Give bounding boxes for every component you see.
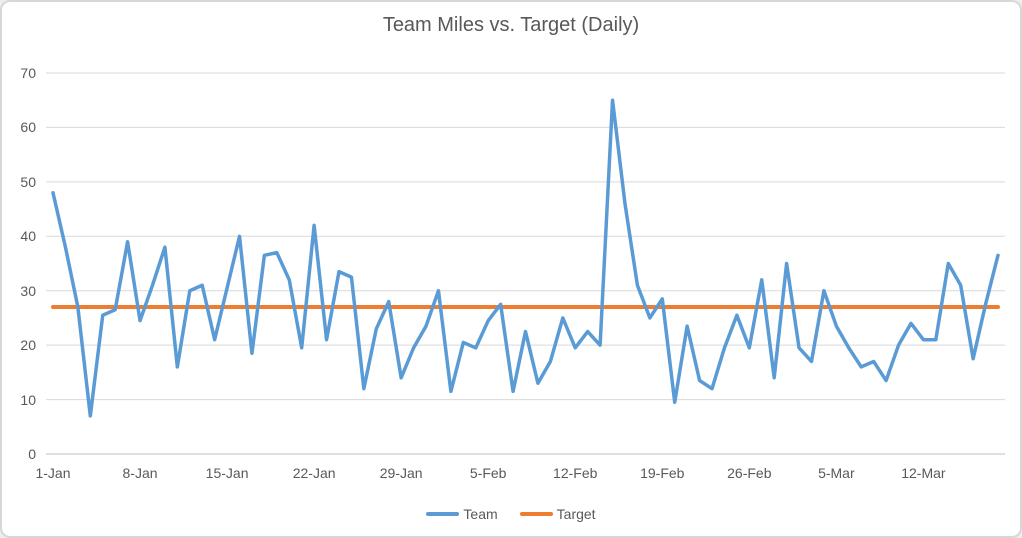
y-axis-label: 0: [28, 446, 36, 462]
team-line[interactable]: [51, 98, 1000, 418]
y-axis-label: 70: [20, 65, 36, 81]
y-axis-label: 10: [20, 391, 36, 408]
x-axis-label: 19-Feb: [640, 465, 685, 481]
x-axis-label: 1-Jan: [35, 465, 71, 481]
legend-item-target[interactable]: Target: [519, 506, 596, 522]
y-axis-label: 40: [20, 228, 36, 245]
x-axis-label: 15-Jan: [205, 465, 249, 481]
legend-item-team[interactable]: Team: [426, 506, 498, 522]
legend: Team Target: [2, 506, 1020, 522]
x-axis-label: 26-Feb: [727, 465, 772, 481]
x-axis-label: 12-Mar: [901, 465, 946, 481]
x-axis-label: 22-Jan: [292, 465, 336, 481]
legend-label-team: Team: [463, 506, 498, 522]
target-line-swatch-icon: [519, 512, 553, 516]
x-axis-label: 5-Feb: [469, 465, 507, 481]
y-axis-label: 30: [20, 282, 36, 299]
team-line-swatch-icon: [426, 512, 460, 516]
y-axis-label: 50: [20, 173, 36, 190]
x-axis-label: 12-Feb: [553, 465, 598, 481]
x-axis-label: 5-Mar: [818, 465, 855, 481]
y-axis-label: 60: [20, 119, 36, 136]
legend-label-target: Target: [556, 506, 596, 522]
y-axis-label: 20: [20, 337, 36, 354]
x-axis-label: 8-Jan: [122, 465, 158, 481]
x-axis-label: 29-Jan: [379, 465, 423, 481]
chart-title[interactable]: Team Miles vs. Target (Daily): [382, 14, 640, 36]
